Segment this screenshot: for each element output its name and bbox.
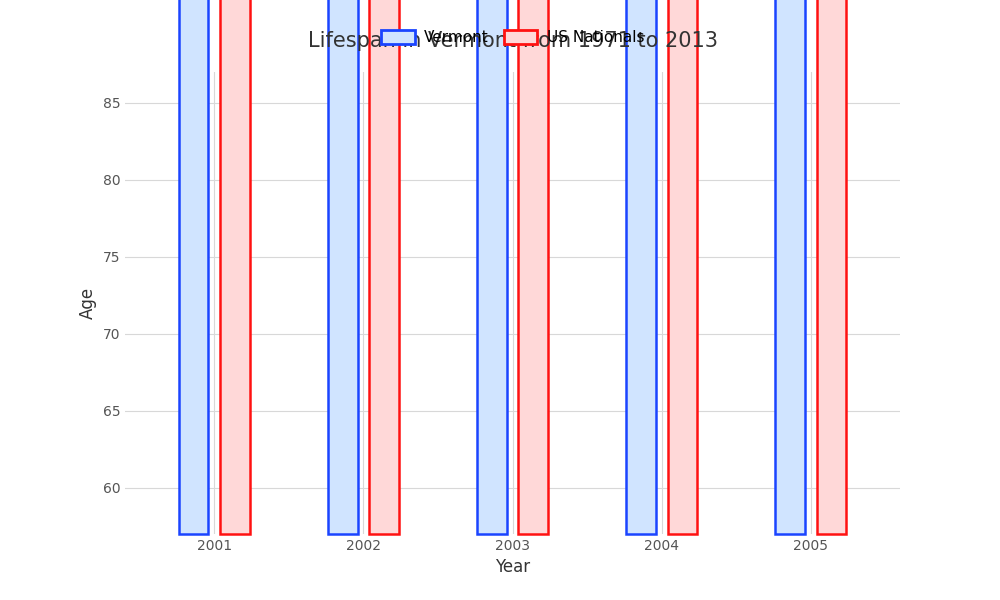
Bar [775, 0, 805, 534]
Bar [477, 0, 507, 534]
X-axis label: Year: Year [495, 559, 530, 577]
Legend: Vermont, US Nationals: Vermont, US Nationals [375, 24, 650, 52]
Bar [817, 0, 846, 534]
Y-axis label: Age: Age [79, 287, 97, 319]
Bar [328, 0, 358, 534]
Bar [220, 0, 250, 534]
Title: Lifespan in Vermont from 1971 to 2013: Lifespan in Vermont from 1971 to 2013 [308, 31, 718, 51]
Bar [369, 0, 399, 534]
Bar [626, 0, 656, 534]
Bar [668, 0, 697, 534]
Bar [179, 0, 208, 534]
Bar [518, 0, 548, 534]
